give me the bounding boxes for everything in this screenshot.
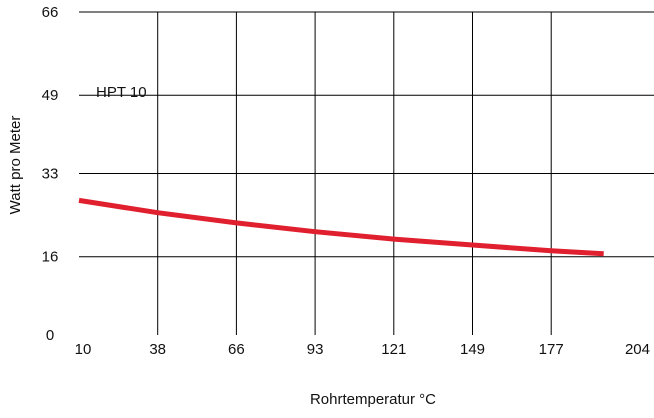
x-tick-label: 121 [381, 341, 406, 358]
x-axis-title: Rohrtemperatur °C [310, 391, 436, 408]
y-tick-label: 49 [42, 87, 59, 104]
y-tick-label: 66 [42, 4, 59, 21]
x-tick-label: 10 [75, 341, 92, 358]
series-label: HPT 10 [96, 84, 147, 101]
y-tick-label: 33 [42, 166, 59, 183]
x-tick-label: 38 [149, 341, 166, 358]
x-tick-label: 149 [460, 341, 485, 358]
y-axis-title: Watt pro Meter [7, 116, 24, 215]
x-tick-label: 66 [228, 341, 245, 358]
y-tick-labels: 0 16 33 49 66 [42, 4, 59, 344]
series-line-0 [78, 197, 604, 257]
grid [79, 11, 654, 335]
series-layer [78, 197, 604, 257]
x-tick-label: 93 [307, 341, 324, 358]
x-tick-label: 204 [625, 341, 650, 358]
x-tick-labels: 10 38 66 93 121 149 177 204 [75, 341, 650, 358]
x-tick-label: 177 [539, 341, 564, 358]
y-tick-label: 0 [46, 327, 54, 344]
y-tick-label: 16 [42, 249, 59, 266]
